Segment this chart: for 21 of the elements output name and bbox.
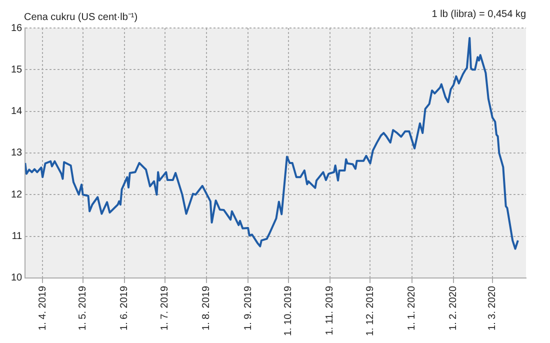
x-tick-label: 1. 6. 2019	[119, 286, 130, 330]
y-tick-label: 14	[11, 106, 23, 118]
y-tick-label: 12	[11, 189, 23, 200]
x-tick-label: 1. 1. 2020	[406, 286, 418, 330]
x-tick-label: 1. 11. 2019	[324, 286, 336, 336]
text: 1 lb (libra) = 0,454 kg	[432, 9, 526, 20]
x-tick-label: 1. 8. 2019	[201, 286, 212, 330]
y-tick-label: 13	[11, 148, 23, 159]
y-tick-label: 10	[11, 272, 23, 284]
x-tick-label: 1. 4. 2019	[37, 286, 48, 330]
x-tick-label: 1. 5. 2019	[78, 286, 89, 330]
y-tick-label: 16	[11, 22, 23, 34]
x-tick-label: 1. 3. 2020	[487, 286, 498, 330]
y-tick-label: 15	[11, 64, 23, 76]
x-tick-label: 1. 10. 2019	[283, 286, 294, 336]
y-axis-title: Cena cukru (US cent·lb⁻¹)	[24, 11, 138, 23]
x-tick-label: 1. 9. 2019	[242, 286, 254, 330]
x-tick-label: 1. 7. 2019	[160, 286, 171, 330]
y-tick-label: 11	[12, 231, 23, 242]
x-tick-label: 1. 2. 2020	[448, 286, 460, 330]
x-tick-label: 1. 12. 2019	[364, 286, 376, 336]
